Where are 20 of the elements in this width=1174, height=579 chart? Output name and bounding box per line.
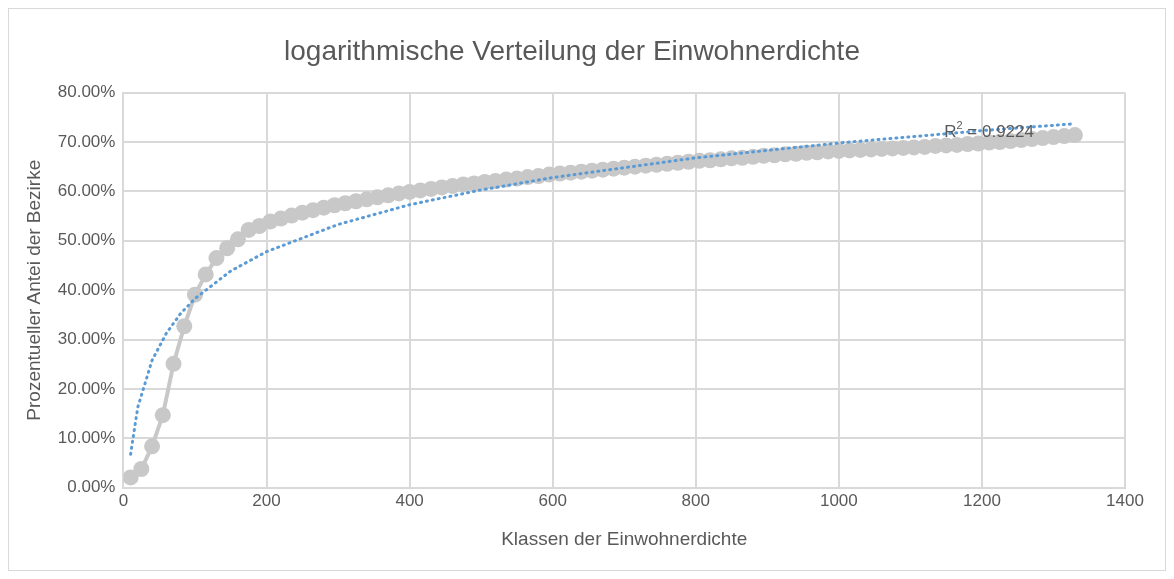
y-tick-label: 40.00% bbox=[57, 279, 116, 299]
y-tick-label: 10.00% bbox=[57, 428, 116, 448]
y-tick-label: 70.00% bbox=[57, 131, 116, 151]
x-tick-label: 800 bbox=[681, 490, 710, 510]
y-tick-label: 20.00% bbox=[57, 378, 116, 398]
y-tick-label: 50.00% bbox=[57, 230, 116, 250]
x-tick-label: 1000 bbox=[819, 490, 858, 510]
x-tick-label: 1400 bbox=[1106, 490, 1144, 510]
x-tick-label: 600 bbox=[538, 490, 567, 510]
x-tick-label: 200 bbox=[252, 490, 281, 510]
chart-title: logarithmische Verteilung der Einwohnerdichte bbox=[284, 34, 860, 66]
y-tick-label: 0.00% bbox=[67, 477, 116, 497]
y-tick-label: 80.00% bbox=[57, 82, 116, 102]
x-tick-label: 400 bbox=[395, 490, 424, 510]
x-tick-label: 0 bbox=[118, 490, 129, 510]
y-tick-label: 30.00% bbox=[57, 329, 116, 349]
y-axis-title: Prozentueller Antei der Bezirke bbox=[22, 159, 44, 421]
y-tick-label: 60.00% bbox=[57, 181, 116, 201]
x-axis-title: Klassen der Einwohnerdichte bbox=[501, 527, 748, 549]
x-tick-label: 1200 bbox=[963, 490, 1001, 510]
